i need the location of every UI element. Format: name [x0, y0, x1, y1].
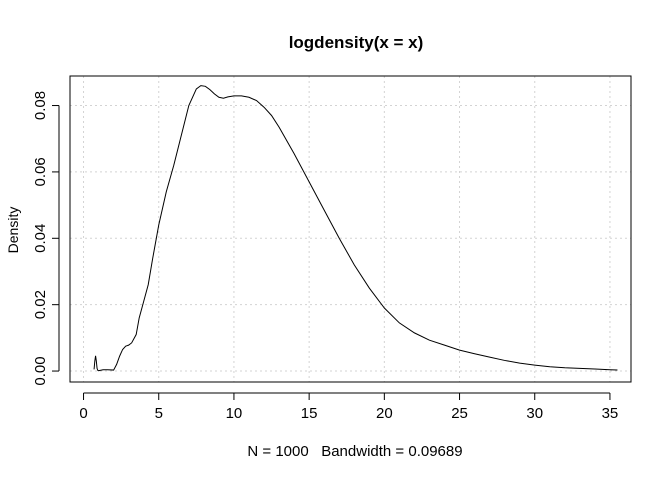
grid-layer — [70, 76, 631, 382]
x-tick-label-7: 35 — [602, 405, 619, 422]
y-tick-label-0: 0.00 — [32, 356, 49, 385]
plot-border — [69, 75, 632, 383]
density-curve — [93, 85, 618, 372]
x-tick-label-4: 20 — [376, 405, 393, 422]
x-tick-label-1: 5 — [155, 405, 163, 422]
y-tick-label-3: 0.06 — [32, 157, 49, 186]
x-tick-label-5: 25 — [451, 405, 468, 422]
x-tick-label-3: 15 — [301, 405, 318, 422]
y-tick-label-1: 0.02 — [32, 290, 49, 319]
y-tick-label-4: 0.08 — [32, 91, 49, 120]
y-axis: 0.00 0.02 0.04 0.06 0.08 — [32, 91, 60, 386]
x-tick-label-0: 0 — [79, 405, 87, 422]
y-axis-label: Density — [5, 207, 21, 254]
y-tick-label-2: 0.04 — [32, 224, 49, 253]
chart-title: logdensity(x = x) — [289, 33, 424, 52]
x-tick-label-6: 30 — [526, 405, 543, 422]
x-axis: 0 5 10 15 20 25 30 35 — [79, 392, 619, 422]
x-axis-label: N = 1000 Bandwidth = 0.09689 — [247, 443, 462, 460]
x-tick-label-2: 10 — [226, 405, 243, 422]
